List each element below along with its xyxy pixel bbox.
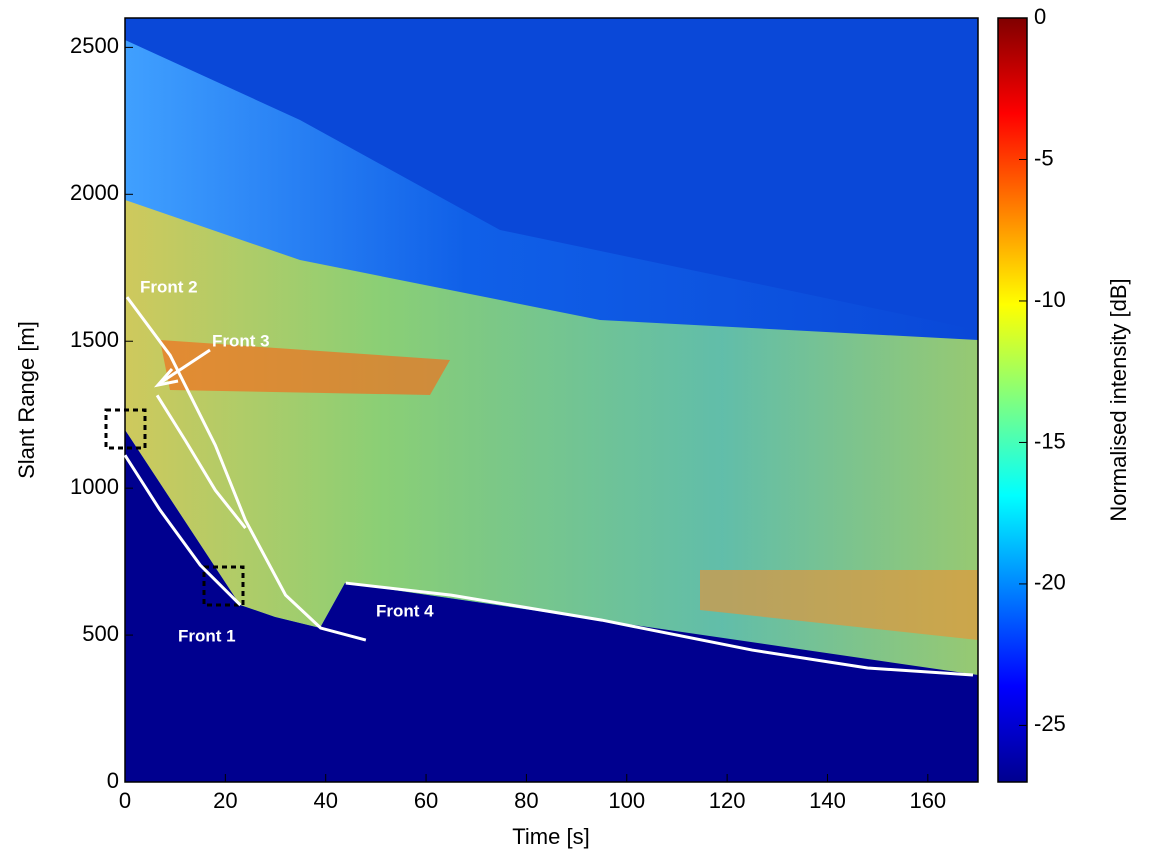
y-tick-label: 2500 (70, 33, 119, 58)
front-label: Front 1 (178, 626, 236, 645)
x-tick-label: 40 (313, 788, 337, 813)
colorbar-tick-label: -25 (1034, 711, 1066, 736)
y-tick-label: 2000 (70, 180, 119, 205)
front-label: Front 4 (376, 601, 434, 620)
colorbar-label: Normalised intensity [dB] (1106, 278, 1131, 521)
x-tick-label: 120 (709, 788, 746, 813)
colorbar-tick-label: -5 (1034, 145, 1054, 170)
front-line (123, 454, 242, 607)
x-tick-label: 100 (608, 788, 645, 813)
front-label: Front 2 (140, 277, 198, 296)
x-tick-label: 140 (809, 788, 846, 813)
colorbar-tick-label: -10 (1034, 287, 1066, 312)
heatmap-background (104, 18, 978, 782)
y-axis-label: Slant Range [m] (14, 321, 39, 479)
front-line (345, 581, 974, 677)
x-axis-label: Time [s] (512, 824, 589, 849)
y-tick-label: 500 (82, 621, 119, 646)
x-tick-label: 0 (119, 788, 131, 813)
y-tick-label: 0 (107, 768, 119, 793)
y-tick-label: 1000 (70, 474, 119, 499)
front-line (155, 394, 247, 530)
x-tick-label: 160 (909, 788, 946, 813)
y-tick-label: 1500 (70, 327, 119, 352)
x-tick-label: 80 (514, 788, 538, 813)
colorbar-tick-label: -15 (1034, 428, 1066, 453)
colorbar-tick-label: 0 (1034, 4, 1046, 29)
plot-frame (124, 17, 979, 783)
front-line (125, 296, 367, 642)
colorbar-tick-label: -20 (1034, 570, 1066, 595)
x-tick-label: 20 (213, 788, 237, 813)
front-label: Front 3 (212, 331, 270, 350)
colorbar (997, 17, 1028, 783)
x-tick-label: 60 (414, 788, 438, 813)
